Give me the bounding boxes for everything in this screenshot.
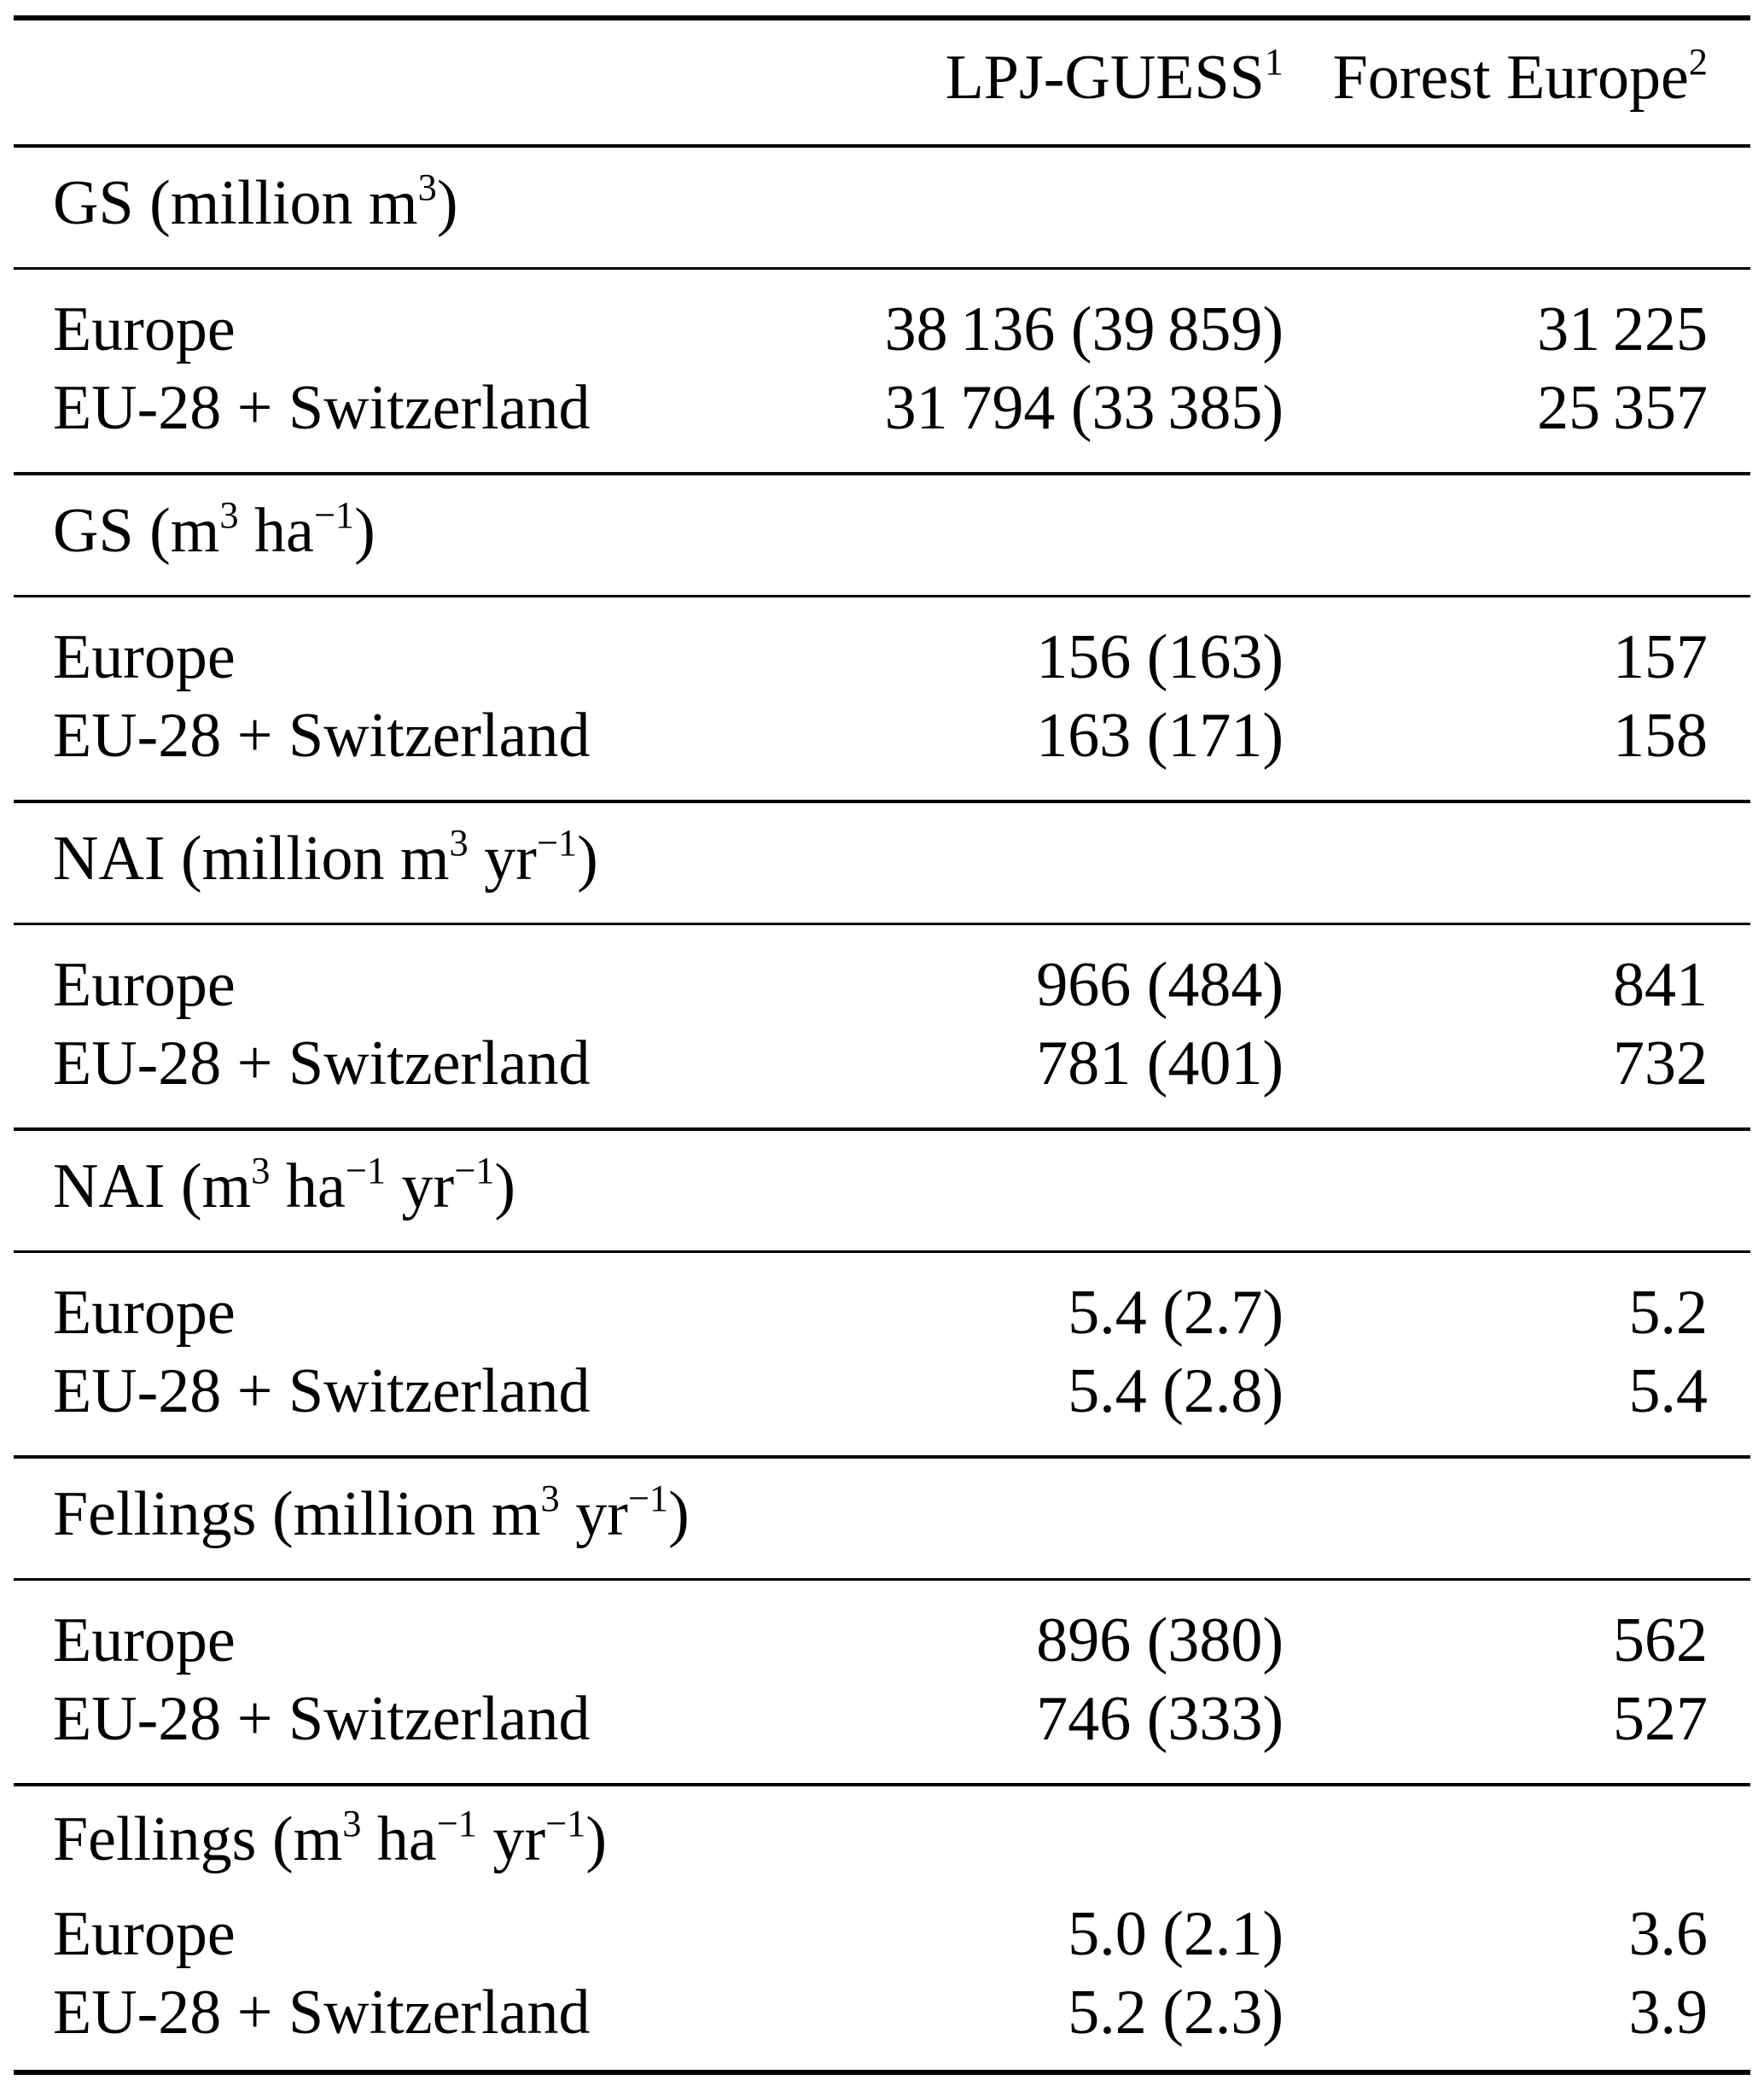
lpj-guess-value: 781 (401) bbox=[1036, 1028, 1284, 1098]
table-row: EU-28 + Switzerland 746 (333) 527 bbox=[14, 1680, 1750, 1785]
row-label: Europe bbox=[53, 950, 236, 1020]
lpj-guess-value: 31 794 (33 385) bbox=[884, 373, 1284, 443]
forest-europe-value: 3.9 bbox=[1628, 1978, 1709, 2048]
forest-europe-value: 841 bbox=[1613, 950, 1708, 1020]
section-title-nai-million-m3-yr: NAI (million m3 yr−1) bbox=[14, 800, 1750, 925]
forest-europe-value: 527 bbox=[1613, 1684, 1708, 1754]
table-row: EU-28 + Switzerland 5.4 (2.8) 5.4 bbox=[14, 1352, 1750, 1457]
section-title-text: GS (million m3) bbox=[14, 144, 1750, 270]
table-row: Europe 38 136 (39 859) 31 225 bbox=[14, 269, 1750, 370]
forest-europe-value: 732 bbox=[1613, 1028, 1708, 1098]
lpj-guess-value: 966 (484) bbox=[1036, 950, 1284, 1020]
row-label: Europe bbox=[53, 1899, 236, 1969]
table-row: Europe 5.0 (2.1) 3.6 bbox=[14, 1889, 1750, 1973]
forest-europe-value: 5.2 bbox=[1628, 1278, 1709, 1348]
section-title-fellings-m3-ha-yr: Fellings (m3 ha−1 yr−1) bbox=[14, 1783, 1750, 1889]
lpj-guess-value: 38 136 (39 859) bbox=[884, 294, 1284, 364]
row-label: EU-28 + Switzerland bbox=[53, 701, 591, 771]
row-label: Europe bbox=[53, 622, 236, 692]
forest-europe-value: 158 bbox=[1613, 701, 1708, 771]
row-label: Europe bbox=[53, 1605, 236, 1675]
forest-europe-value: 562 bbox=[1613, 1605, 1708, 1675]
section-title-text: Fellings (million m3 yr−1) bbox=[14, 1455, 1750, 1581]
row-label: EU-28 + Switzerland bbox=[53, 1978, 591, 2048]
table-row: EU-28 + Switzerland 5.2 (2.3) 3.9 bbox=[14, 1973, 1750, 2072]
table-row: Europe 896 (380) 562 bbox=[14, 1580, 1750, 1681]
table-row: Europe 5.4 (2.7) 5.2 bbox=[14, 1252, 1750, 1353]
section-title-gs-million-m3: GS (million m3) bbox=[14, 144, 1750, 270]
forest-europe-value: 5.4 bbox=[1628, 1356, 1709, 1426]
section-title-text: GS (m3 ha−1) bbox=[14, 472, 1750, 597]
section-title-text: NAI (million m3 yr−1) bbox=[14, 800, 1750, 925]
row-label: EU-28 + Switzerland bbox=[53, 373, 591, 443]
table-row: Europe 156 (163) 157 bbox=[14, 597, 1750, 697]
forest-europe-value: 157 bbox=[1613, 622, 1708, 692]
forest-europe-value: 25 357 bbox=[1537, 373, 1708, 443]
section-title-fellings-million-m3-yr: Fellings (million m3 yr−1) bbox=[14, 1455, 1750, 1581]
table-header-row: LPJ-GUESS1 Forest Europe2 bbox=[14, 18, 1750, 148]
lpj-guess-value: 896 (380) bbox=[1036, 1605, 1284, 1675]
forest-europe-value: 31 225 bbox=[1537, 294, 1708, 364]
corner-cell bbox=[14, 18, 822, 148]
lpj-guess-value: 163 (171) bbox=[1036, 701, 1284, 771]
row-label: EU-28 + Switzerland bbox=[53, 1684, 591, 1754]
forest-europe-value: 3.6 bbox=[1628, 1899, 1709, 1969]
row-label: Europe bbox=[53, 294, 236, 364]
row-label: EU-28 + Switzerland bbox=[53, 1356, 591, 1426]
lpj-guess-value: 746 (333) bbox=[1036, 1684, 1284, 1754]
lpj-guess-value: 5.2 (2.3) bbox=[1068, 1978, 1284, 2048]
section-title-text: NAI (m3 ha−1 yr−1) bbox=[14, 1127, 1750, 1253]
section-title-text: Fellings (m3 ha−1 yr−1) bbox=[14, 1783, 1750, 1889]
column-header-forest-europe: Forest Europe2 bbox=[1284, 18, 1750, 148]
column-header-lpj-guess: LPJ-GUESS1 bbox=[822, 18, 1284, 148]
row-label: EU-28 + Switzerland bbox=[53, 1028, 591, 1098]
lpj-guess-value: 5.0 (2.1) bbox=[1068, 1899, 1284, 1969]
lpj-guess-value: 156 (163) bbox=[1036, 622, 1284, 692]
comparison-table: LPJ-GUESS1 Forest Europe2 GS (million m3… bbox=[14, 15, 1750, 2075]
table-row: EU-28 + Switzerland 163 (171) 158 bbox=[14, 696, 1750, 801]
lpj-guess-value: 5.4 (2.8) bbox=[1068, 1356, 1284, 1426]
lpj-guess-value: 5.4 (2.7) bbox=[1068, 1278, 1284, 1348]
table-row: EU-28 + Switzerland 781 (401) 732 bbox=[14, 1024, 1750, 1129]
section-title-nai-m3-ha-yr: NAI (m3 ha−1 yr−1) bbox=[14, 1127, 1750, 1253]
row-label: Europe bbox=[53, 1278, 236, 1348]
table-row: Europe 966 (484) 841 bbox=[14, 924, 1750, 1025]
section-title-gs-m3-ha: GS (m3 ha−1) bbox=[14, 472, 1750, 597]
table-row: EU-28 + Switzerland 31 794 (33 385) 25 3… bbox=[14, 369, 1750, 474]
